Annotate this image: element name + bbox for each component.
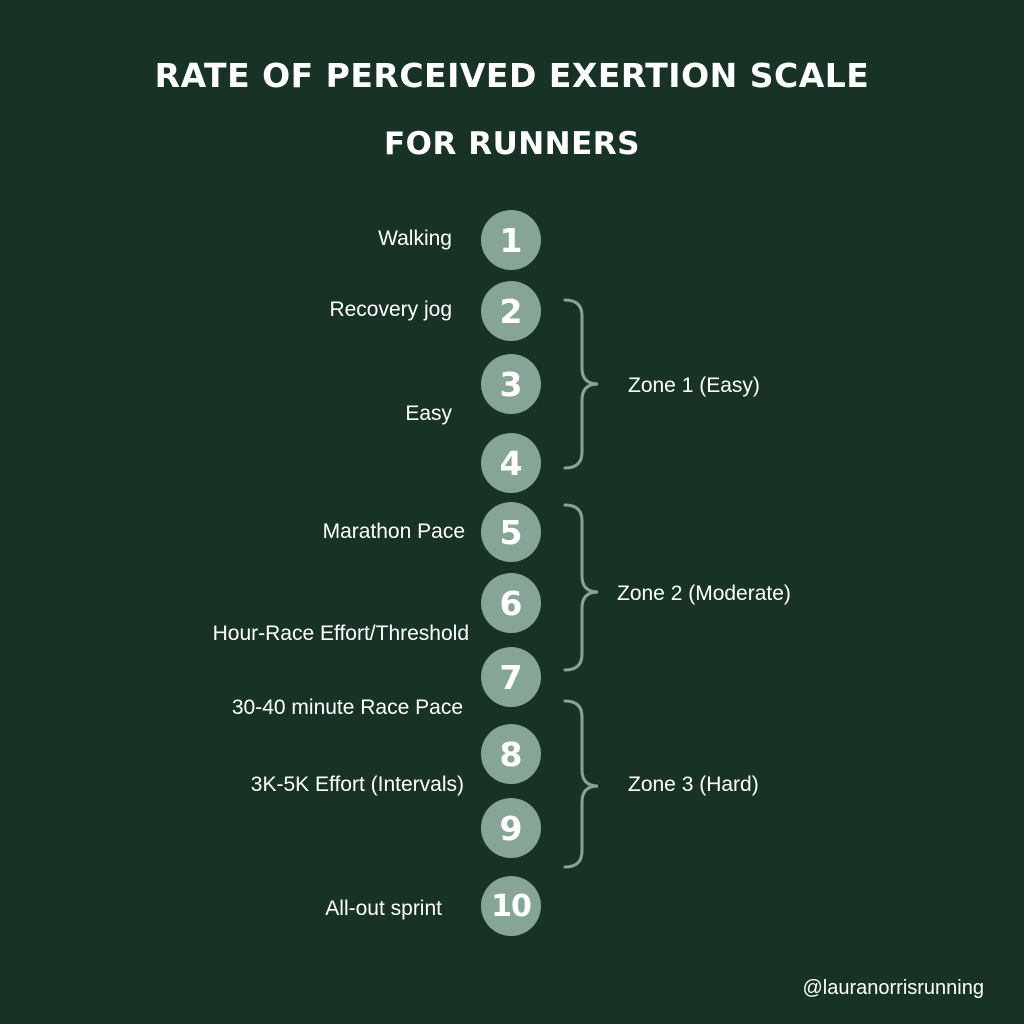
level-5-badge: 5 bbox=[481, 502, 541, 562]
level-10-badge: 10 bbox=[481, 876, 541, 936]
page-subtitle: FOR RUNNERS bbox=[384, 126, 640, 162]
level-6-label: Hour-Race Effort/Threshold bbox=[212, 622, 469, 645]
level-2-label: Recovery jog bbox=[329, 298, 452, 321]
level-1-badge: 1 bbox=[481, 210, 541, 270]
zone-1-brace bbox=[563, 298, 599, 470]
level-6-badge: 6 bbox=[481, 573, 541, 633]
level-8-label: 30-40 minute Race Pace bbox=[231, 696, 463, 719]
zone-2-brace bbox=[563, 503, 599, 672]
level-7-badge: 7 bbox=[481, 647, 541, 707]
page-title: RATE OF PERCEIVED EXERTION SCALE bbox=[154, 56, 870, 95]
zone-1-label: Zone 1 (Easy) bbox=[628, 374, 760, 397]
level-3-label: Easy bbox=[405, 402, 452, 425]
level-9-badge: 9 bbox=[481, 798, 541, 858]
level-4-badge: 4 bbox=[481, 433, 541, 493]
zone-2-label: Zone 2 (Moderate) bbox=[617, 582, 791, 605]
zone-3-label: Zone 3 (Hard) bbox=[628, 773, 759, 796]
level-1-label: Walking bbox=[378, 227, 452, 250]
level-5-label: Marathon Pace bbox=[322, 520, 465, 543]
author-handle: @lauranorrisrunning bbox=[802, 977, 984, 999]
level-8-badge: 8 bbox=[481, 724, 541, 784]
zone-3-brace bbox=[563, 699, 599, 869]
level-10-label: All-out sprint bbox=[325, 897, 442, 920]
level-2-badge: 2 bbox=[481, 281, 541, 341]
level-9-label: 3K-5K Effort (Intervals) bbox=[250, 773, 464, 796]
level-3-badge: 3 bbox=[481, 354, 541, 414]
